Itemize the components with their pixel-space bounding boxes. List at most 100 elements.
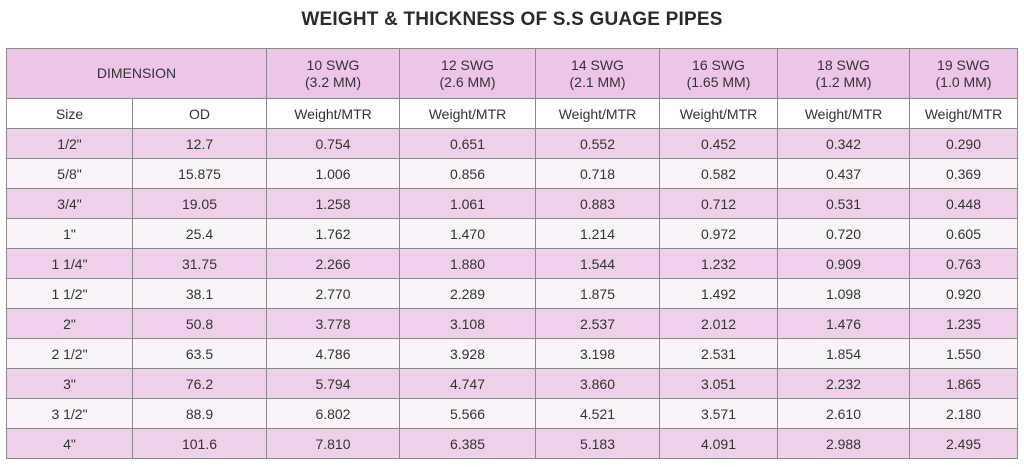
swg-header-12: 12 SWG (2.6 MM) [399, 48, 536, 99]
swg-mm: (2.6 MM) [439, 73, 496, 90]
swg-label: 12 SWG [441, 56, 494, 73]
weight-cell: 0.754 [266, 128, 400, 159]
size-header: Size [6, 98, 133, 129]
swg-header-14: 14 SWG (2.1 MM) [535, 48, 660, 99]
size-cell: 2 1/2" [6, 338, 133, 369]
od-cell: 50.8 [132, 308, 267, 339]
weight-cell: 0.920 [909, 278, 1018, 309]
size-cell: 1/2" [6, 128, 133, 159]
weight-cell: 0.909 [777, 248, 910, 279]
weight-cell: 0.605 [909, 218, 1018, 249]
weight-cell: 0.552 [535, 128, 660, 159]
weight-cell: 5.566 [399, 398, 536, 429]
weight-header: Weight/MTR [535, 98, 660, 129]
weight-cell: 1.470 [399, 218, 536, 249]
swg-label: 14 SWG [571, 56, 624, 73]
weight-cell: 1.492 [659, 278, 778, 309]
weight-cell: 5.794 [266, 368, 400, 399]
weight-cell: 3.860 [535, 368, 660, 399]
weight-cell: 1.544 [535, 248, 660, 279]
weight-cell: 0.582 [659, 158, 778, 189]
weight-cell: 4.786 [266, 338, 400, 369]
weight-cell: 2.770 [266, 278, 400, 309]
weight-cell: 1.875 [535, 278, 660, 309]
swg-label: 16 SWG [692, 56, 745, 73]
weight-cell: 1.476 [777, 308, 910, 339]
swg-header-18: 18 SWG (1.2 MM) [777, 48, 910, 99]
weight-cell: 0.531 [777, 188, 910, 219]
weight-cell: 3.108 [399, 308, 536, 339]
od-cell: 38.1 [132, 278, 267, 309]
size-cell: 3 1/2" [6, 398, 133, 429]
swg-mm: (3.2 MM) [305, 73, 361, 90]
od-cell: 12.7 [132, 128, 267, 159]
weight-cell: 0.718 [535, 158, 660, 189]
weight-cell: 2.610 [777, 398, 910, 429]
weight-cell: 1.214 [535, 218, 660, 249]
weight-cell: 1.232 [659, 248, 778, 279]
table-row: 4" 101.6 7.810 6.385 5.183 4.091 2.988 2.495 [6, 428, 1018, 459]
table-row: 1 1/4" 31.75 2.266 1.880 1.544 1.232 0.909 0.76… [6, 248, 1018, 279]
weight-cell: 0.712 [659, 188, 778, 219]
weight-cell: 0.883 [535, 188, 660, 219]
weight-cell: 1.854 [777, 338, 910, 369]
size-cell: 2" [6, 308, 133, 339]
od-cell: 101.6 [132, 428, 267, 459]
weight-cell: 2.232 [777, 368, 910, 399]
weight-header: Weight/MTR [659, 98, 778, 129]
weight-cell: 0.856 [399, 158, 536, 189]
weight-cell: 3.571 [659, 398, 778, 429]
weight-cell: 5.183 [535, 428, 660, 459]
weight-header: Weight/MTR [399, 98, 536, 129]
size-cell: 5/8" [6, 158, 133, 189]
od-cell: 88.9 [132, 398, 267, 429]
dimension-header: DIMENSION [6, 48, 267, 99]
weight-cell: 1.550 [909, 338, 1018, 369]
weight-cell: 1.880 [399, 248, 536, 279]
size-cell: 4" [6, 428, 133, 459]
page-title: WEIGHT & THICKNESS OF S.S GUAGE PIPES [301, 9, 723, 30]
weight-cell: 4.747 [399, 368, 536, 399]
table-row: 1/2" 12.7 0.754 0.651 0.552 0.452 0.342 0.290 [6, 128, 1018, 159]
weight-cell: 2.289 [399, 278, 536, 309]
table-row: 1" 25.4 1.762 1.470 1.214 0.972 0.720 0.605 [6, 218, 1018, 249]
table-row: 3 1/2" 88.9 6.802 5.566 4.521 3.571 2.610 2.180 [6, 398, 1018, 429]
swg-label: 18 SWG [817, 56, 870, 73]
od-cell: 31.75 [132, 248, 267, 279]
weight-cell: 0.452 [659, 128, 778, 159]
weight-cell: 2.180 [909, 398, 1018, 429]
swg-header-16: 16 SWG (1.65 MM) [659, 48, 778, 99]
weight-cell: 1.006 [266, 158, 400, 189]
weight-cell: 1.098 [777, 278, 910, 309]
weight-cell: 0.972 [659, 218, 778, 249]
header-row-sub: Size OD Weight/MTR Weight/MTR Weight/MTR… [6, 98, 1018, 129]
weight-cell: 3.928 [399, 338, 536, 369]
swg-label: 19 SWG [937, 56, 990, 73]
weight-header: Weight/MTR [266, 98, 400, 129]
swg-mm: (1.2 MM) [815, 73, 872, 90]
weight-cell: 0.369 [909, 158, 1018, 189]
weight-cell: 0.763 [909, 248, 1018, 279]
weight-header: Weight/MTR [777, 98, 910, 129]
swg-header-19: 19 SWG (1.0 MM) [909, 48, 1018, 99]
swg-mm: (2.1 MM) [569, 73, 626, 90]
weight-cell: 3.778 [266, 308, 400, 339]
weight-header: Weight/MTR [909, 98, 1018, 129]
weight-table: DIMENSION 10 SWG (3.2 MM) 12 SWG (2.6 MM) … [6, 48, 1018, 459]
weight-cell: 3.051 [659, 368, 778, 399]
weight-cell: 0.437 [777, 158, 910, 189]
od-cell: 15.875 [132, 158, 267, 189]
weight-cell: 4.521 [535, 398, 660, 429]
weight-cell: 0.290 [909, 128, 1018, 159]
od-header: OD [132, 98, 267, 129]
weight-cell: 4.091 [659, 428, 778, 459]
table-body: 1/2" 12.7 0.754 0.651 0.552 0.452 0.342 0.290 5/… [6, 128, 1018, 459]
size-cell: 3" [6, 368, 133, 399]
weight-cell: 1.258 [266, 188, 400, 219]
od-cell: 63.5 [132, 338, 267, 369]
od-cell: 25.4 [132, 218, 267, 249]
weight-cell: 1.061 [399, 188, 536, 219]
weight-cell: 1.235 [909, 308, 1018, 339]
size-cell: 1" [6, 218, 133, 249]
swg-mm: (1.0 MM) [935, 73, 992, 90]
